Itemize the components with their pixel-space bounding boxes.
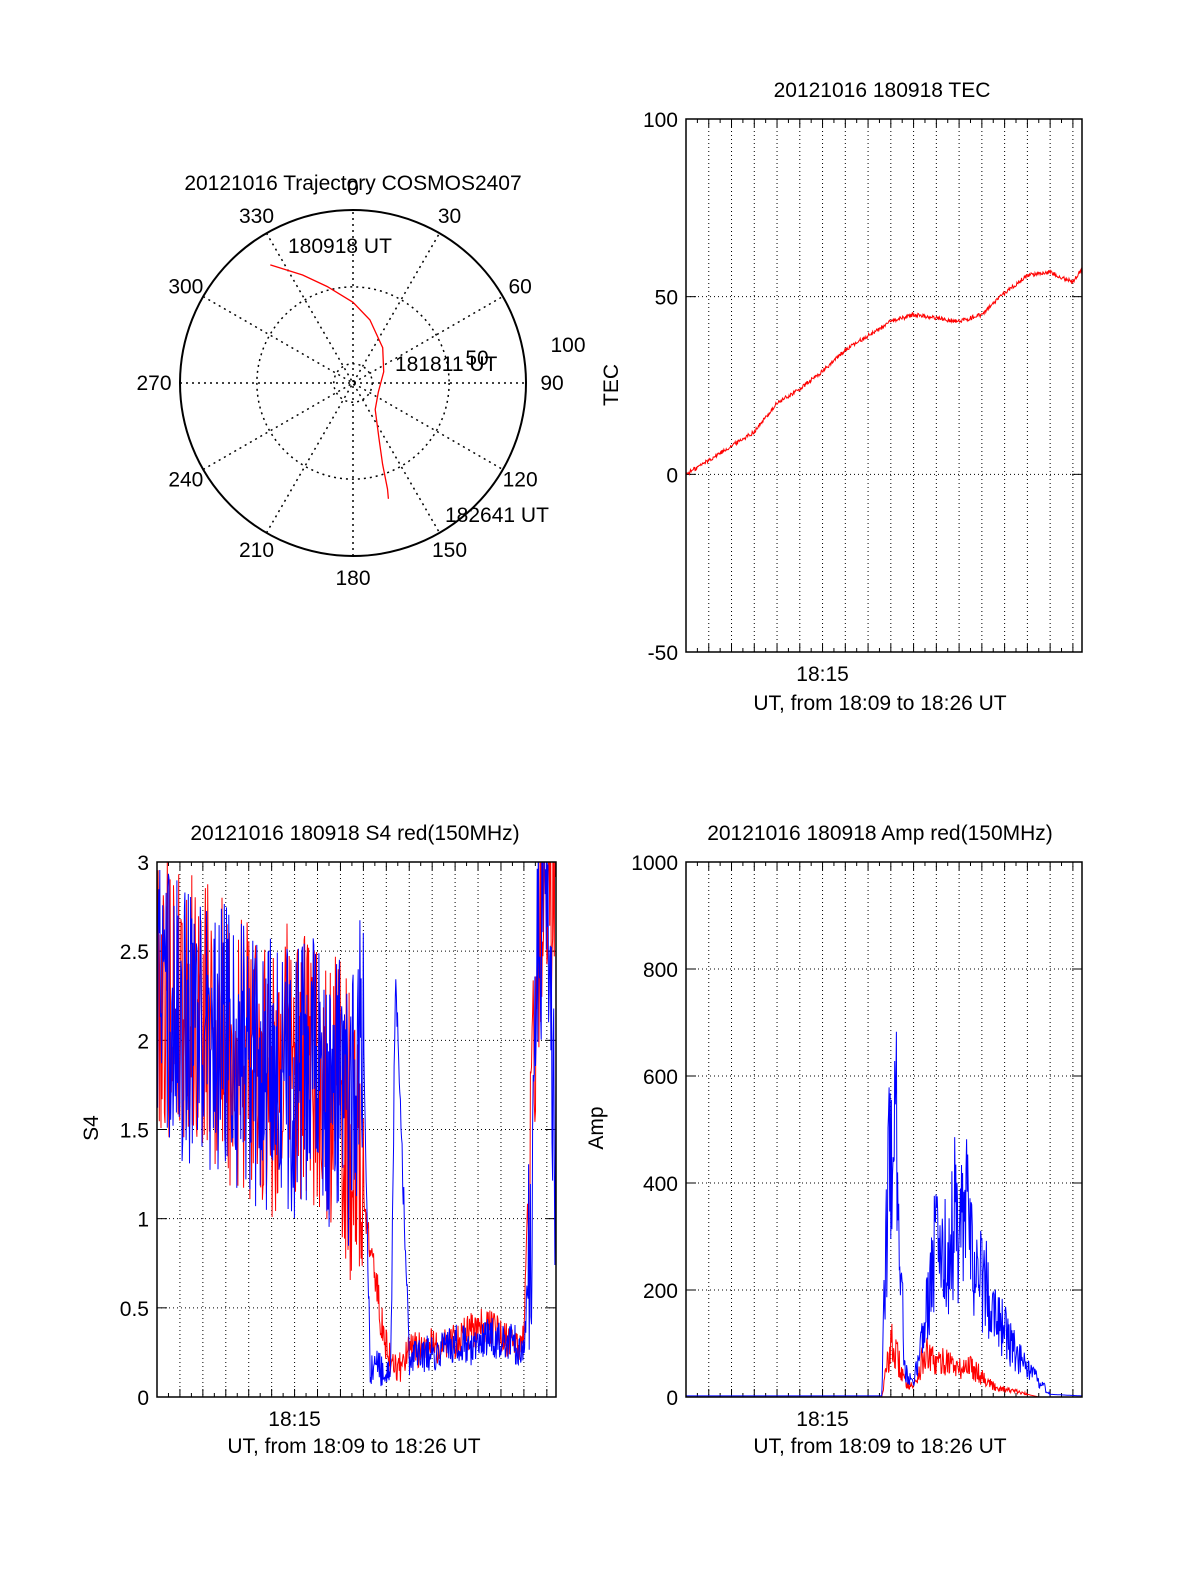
polar-grid-circle [256,286,450,480]
s4-plot-frame [156,861,557,1398]
s4-ytick-label: 1 [137,1209,149,1232]
amp-xtick-label: 18:15 [796,1408,849,1431]
amp-series-line [686,1031,1082,1397]
tec-series-line [686,267,1082,477]
polar-angle-label: 240 [168,469,203,492]
polar-angle-label: 60 [508,276,531,299]
tec-chart-xlabel: UT, from 18:09 to 18:26 UT [753,692,1006,715]
s4-chart-ylabel: S4 [80,1115,103,1141]
amp-chart-ylabel: Amp [585,1106,608,1149]
tec-chart-ylabel: TEC [600,364,623,406]
polar-angle-label: 210 [239,539,274,562]
amp-plot-frame [685,861,1083,1398]
polar-chart-title: 20121016 Trajectory COSMOS2407 [184,172,521,195]
s4-ytick-label: 0.5 [120,1298,149,1321]
s4-series-line [157,862,556,1387]
amp-chart: 20121016 180918 Amp red(150MHz) UT, from… [585,822,1083,1458]
tec-plot-frame [685,118,1083,653]
polar-angle-label: 300 [168,276,203,299]
polar-time-annotation: 180918 UT [288,235,392,258]
polar-angle-label: 180 [335,567,370,590]
polar-time-annotation: 181811 UT [395,353,498,376]
polar-grid-spoke [265,232,441,534]
polar-angle-label: 330 [239,205,274,228]
polar-grid-spoke [265,232,441,534]
polar-angle-label: 30 [438,205,461,228]
s4-chart-xlabel: UT, from 18:09 to 18:26 UT [227,1435,480,1458]
amp-chart-xlabel: UT, from 18:09 to 18:26 UT [753,1435,1006,1458]
polar-angle-label: 0 [347,177,359,200]
tec-chart-title: 20121016 180918 TEC [774,79,991,102]
s4-xtick-label: 18:15 [268,1408,321,1431]
s4-ytick-label: 2 [137,1030,149,1053]
polar-angle-label: 90 [540,372,563,395]
amp-ytick-label: 400 [643,1173,678,1196]
s4-ytick-label: 0 [137,1387,149,1410]
amp-ytick-label: 800 [643,959,678,982]
polar-angle-label: 120 [503,469,538,492]
polar-trajectory-line [270,264,390,499]
s4-ytick-label: 3 [137,852,149,875]
tec-ytick-label: 0 [666,464,678,487]
amp-ytick-label: 200 [643,1280,678,1303]
tec-ytick-label: 50 [655,287,678,310]
s4-chart: 20121016 180918 S4 red(150MHz) UT, from … [80,822,557,1458]
amp-ytick-label: 600 [643,1066,678,1089]
tec-ytick-label: 100 [643,109,678,132]
polar-time-annotation: 182641 UT [445,504,549,527]
s4-series-line [157,862,556,1382]
s4-chart-title: 20121016 180918 S4 red(150MHz) [190,822,519,845]
amp-ytick-label: 1000 [631,852,678,875]
tec-chart: 20121016 180918 TEC UT, from 18:09 to 18… [600,79,1083,715]
polar-trajectory-chart: 20121016 Trajectory COSMOS2407 0 30 60 90 12… [136,172,585,590]
polar-angle-label: 150 [432,539,467,562]
s4-ytick-label: 1.5 [120,1120,149,1143]
amp-series-line [686,1323,1082,1397]
polar-angle-label: 270 [136,372,171,395]
polar-radial-label: 50 [465,347,488,370]
amp-chart-title: 20121016 180918 Amp red(150MHz) [707,822,1053,845]
amp-ytick-label: 0 [666,1387,678,1410]
tec-xtick-label: 18:15 [796,663,849,686]
s4-ytick-label: 2.5 [120,941,149,964]
polar-radial-label: 100 [550,334,585,357]
tec-ytick-label: -50 [648,642,678,665]
polar-grid-spoke [202,295,504,471]
polar-grid-spoke [202,295,504,471]
